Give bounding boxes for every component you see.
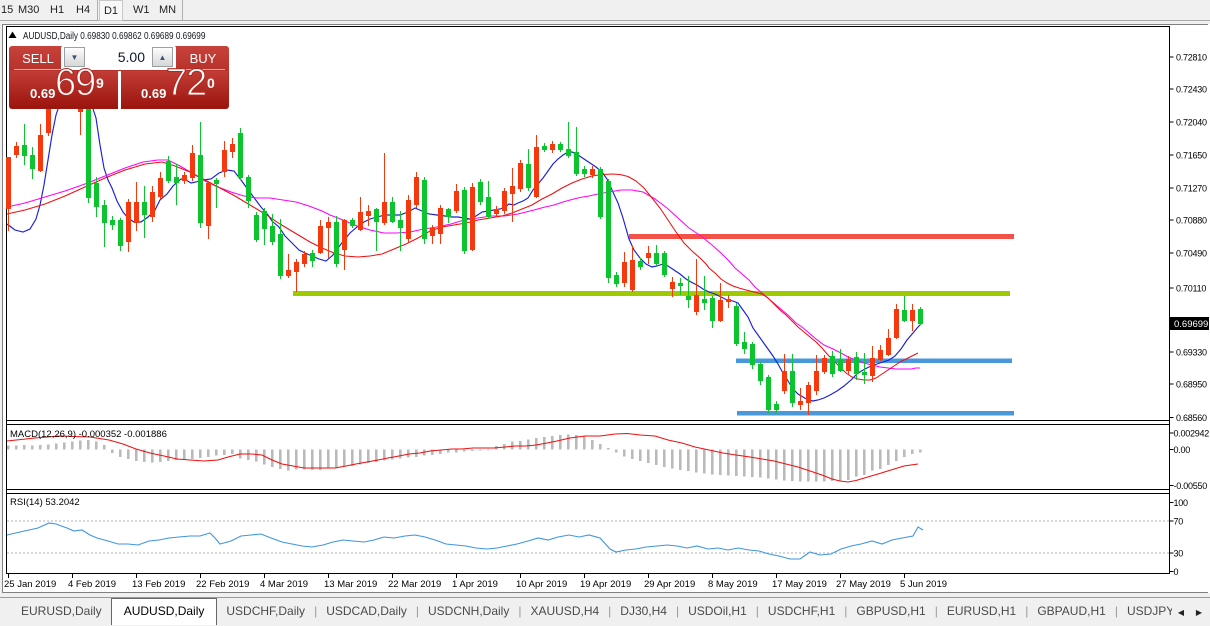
svg-text:22 Feb 2019: 22 Feb 2019 <box>196 579 249 590</box>
svg-text:4 Feb 2019: 4 Feb 2019 <box>68 579 116 590</box>
svg-text:0.69330: 0.69330 <box>1176 348 1207 358</box>
svg-text:0.70490: 0.70490 <box>1176 249 1207 259</box>
svg-text:0.71270: 0.71270 <box>1176 184 1207 194</box>
svg-text:RSI(14) 53.2042: RSI(14) 53.2042 <box>10 497 80 508</box>
svg-text:0.71650: 0.71650 <box>1176 151 1207 161</box>
svg-text:-0.00550: -0.00550 <box>1174 481 1208 491</box>
svg-text:22 Mar 2019: 22 Mar 2019 <box>388 579 441 590</box>
svg-text:0.72430: 0.72430 <box>1176 85 1207 95</box>
svg-text:0.69699: 0.69699 <box>1174 319 1208 330</box>
svg-text:100: 100 <box>1174 498 1189 508</box>
svg-text:0.68950: 0.68950 <box>1176 380 1207 390</box>
svg-text:29 Apr 2019: 29 Apr 2019 <box>644 579 695 590</box>
svg-text:0.68560: 0.68560 <box>1176 413 1207 423</box>
svg-text:27 May 2019: 27 May 2019 <box>836 579 891 590</box>
svg-text:70: 70 <box>1174 517 1184 527</box>
svg-text:13 Feb 2019: 13 Feb 2019 <box>132 579 185 590</box>
svg-text:0: 0 <box>1174 567 1179 577</box>
svg-text:0.00: 0.00 <box>1174 445 1191 455</box>
svg-text:AUDUSD,Daily 0.69830 0.69862: AUDUSD,Daily 0.69830 0.69862 0.69689 0.6… <box>23 29 205 41</box>
svg-text:1 Apr 2019: 1 Apr 2019 <box>452 579 498 590</box>
svg-text:MACD(12,26,9) -0.000352 -0.001: MACD(12,26,9) -0.000352 -0.001886 <box>10 429 167 440</box>
svg-text:19 Apr 2019: 19 Apr 2019 <box>580 579 631 590</box>
svg-text:13 Mar 2019: 13 Mar 2019 <box>324 579 377 590</box>
svg-text:10 Apr 2019: 10 Apr 2019 <box>516 579 567 590</box>
svg-text:0.002942: 0.002942 <box>1174 429 1210 439</box>
svg-text:0.70880: 0.70880 <box>1176 216 1207 226</box>
svg-text:0.72040: 0.72040 <box>1176 118 1207 128</box>
svg-text:30: 30 <box>1174 549 1184 559</box>
svg-text:4 Mar 2019: 4 Mar 2019 <box>260 579 308 590</box>
svg-text:0.72810: 0.72810 <box>1176 53 1207 63</box>
svg-text:17 May 2019: 17 May 2019 <box>772 579 827 590</box>
svg-text:25 Jan 2019: 25 Jan 2019 <box>4 579 56 590</box>
svg-text:0.70110: 0.70110 <box>1176 284 1206 294</box>
svg-text:5 Jun 2019: 5 Jun 2019 <box>900 579 947 590</box>
svg-text:8 May 2019: 8 May 2019 <box>708 579 758 590</box>
